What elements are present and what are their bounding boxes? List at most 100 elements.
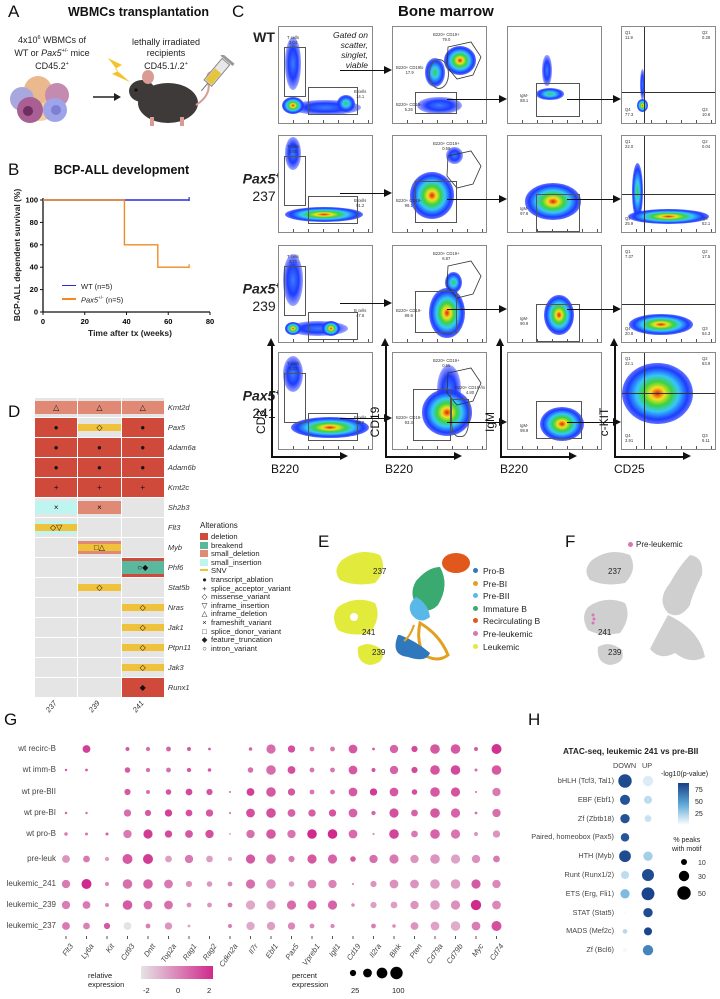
expression-dot <box>471 921 481 931</box>
oncoprint-cell <box>78 558 121 577</box>
oncoprint-cell <box>35 638 78 657</box>
pct-peaks-legend-title: % peaks with motif <box>672 836 702 854</box>
expression-dot <box>492 900 501 910</box>
expression-dot <box>392 924 396 928</box>
alteration-symbol: ○◆ <box>137 563 149 572</box>
alteration-SNV <box>78 424 121 431</box>
motif-dot <box>620 870 630 880</box>
b-cell-gate-label: B cells 91.2 <box>354 198 366 208</box>
alteration-symbol: + <box>140 483 146 492</box>
x-axis-arrow <box>385 456 455 458</box>
cd19pos-gate <box>446 150 482 189</box>
quadrant-name: Q4 <box>625 107 631 112</box>
axis-ticks <box>622 339 715 342</box>
oncoprint-cell: × <box>78 498 121 517</box>
alteration-symbol: + <box>53 483 59 492</box>
cell-density <box>284 36 302 91</box>
expression-dot <box>410 854 419 864</box>
quadrant-q1-label: Q1 22.0 <box>625 139 633 149</box>
expression-dot <box>266 765 276 775</box>
legend-item: △ inframe_deletion <box>200 610 268 619</box>
survival-curve-pax5 <box>43 199 190 268</box>
expression-dot <box>64 832 68 836</box>
quadrant-name: Q2 <box>702 356 708 361</box>
quadrant-horizontal-line <box>622 194 715 195</box>
dotplot-row-label: wt pre-BI <box>23 808 56 817</box>
expression-dot <box>246 808 255 818</box>
expression-dot <box>492 808 501 818</box>
gating-arrow <box>567 305 621 313</box>
quadrant-horizontal-line <box>622 393 715 394</box>
oncoprint-cell: ● <box>121 458 164 477</box>
oncoprint-cell <box>78 658 121 677</box>
expression-dot <box>105 903 109 907</box>
pvalue-colorbar <box>678 783 689 825</box>
igm-negative-gate <box>536 83 580 117</box>
legend-item: □ splice_donor_variant <box>200 626 282 637</box>
quadrant-name: Q4 <box>625 216 631 221</box>
expression-dot <box>307 879 317 889</box>
gate-value: 79.0 <box>442 37 451 42</box>
gating-note-line: Gated on <box>333 30 368 40</box>
alteration-deletion <box>35 418 78 437</box>
gate-name: IgM- <box>520 93 529 98</box>
cell-type-legend-item: Pro-B <box>473 566 505 576</box>
expression-dot <box>348 787 358 797</box>
t-cell-gate <box>284 266 306 316</box>
quadrant-q4-label: Q4 25.9 <box>625 216 633 226</box>
flow-x-axis-label: CD25 <box>614 462 645 476</box>
expression-dot <box>164 809 173 817</box>
gate-value: 6.87 <box>442 256 451 261</box>
cd19neg-gate <box>415 181 457 223</box>
dotplot-gene-label: Rag2 <box>201 942 219 963</box>
size-legend-dot <box>363 968 372 978</box>
alteration-symbol: ● <box>140 463 146 472</box>
alteration-symbol: ◆ <box>139 683 146 692</box>
gate-value: 47.6 <box>356 313 365 318</box>
igm-gate-label: IgM- 98.9 <box>520 423 528 433</box>
umap-leukemic-clusters <box>334 551 384 665</box>
gating-arrow <box>340 299 392 307</box>
alteration-deletion <box>35 458 78 477</box>
quadrant-value: 17.5 <box>702 254 711 259</box>
expression-dot <box>369 788 378 796</box>
recipient-text: lethally irradiated <box>131 37 201 47</box>
expression-dot <box>61 900 71 910</box>
quadrant-q2-label: Q2 0.28 <box>702 30 710 40</box>
umap-f-label-237: 237 <box>608 567 622 576</box>
quadrant-name: Q1 <box>625 139 631 144</box>
expression-dot <box>471 854 481 864</box>
gating-arrow <box>340 66 392 74</box>
legend-label: Pre-BII <box>483 591 510 602</box>
quadrant-value: 25.9 <box>625 221 634 226</box>
expression-dot <box>372 832 375 836</box>
cd19pos-gate <box>446 367 482 406</box>
donor-marker: CD45.2 <box>35 61 66 71</box>
expression-dot <box>348 808 358 818</box>
expression-dot <box>143 879 153 889</box>
expression-dot <box>430 765 440 775</box>
alteration-SNV <box>121 664 164 671</box>
expression-dot <box>474 790 478 794</box>
alteration-deletion <box>121 438 164 457</box>
expression-dot <box>330 923 335 929</box>
atac-motif-label: HTH (Myb) <box>578 851 614 861</box>
gate-name: B220+ CD19- <box>396 415 422 420</box>
flow-plot: B220+ CD19+ 0.65 B220+ CD19- 93.3 B220+ CD19… <box>392 352 487 450</box>
expression-dot <box>288 881 295 887</box>
expression-dot <box>105 882 109 886</box>
expression-dot <box>227 856 233 862</box>
colorbar-tick: 2 <box>207 986 212 995</box>
gate-name: B220+ CD19-/lo <box>455 385 485 390</box>
flow-plot: IgM- 98.9 <box>507 352 602 450</box>
expression-dot <box>143 829 153 839</box>
cd19pos-gate <box>446 260 482 299</box>
legend-symbol: ◇ <box>201 592 208 602</box>
expression-dot <box>309 923 315 929</box>
legend-label: splice_donor_variant <box>211 626 282 636</box>
expression-dot <box>474 832 478 836</box>
expression-dot <box>493 855 500 863</box>
expression-dot <box>450 900 461 910</box>
expression-dot <box>206 881 213 887</box>
expression-dot <box>370 901 377 909</box>
